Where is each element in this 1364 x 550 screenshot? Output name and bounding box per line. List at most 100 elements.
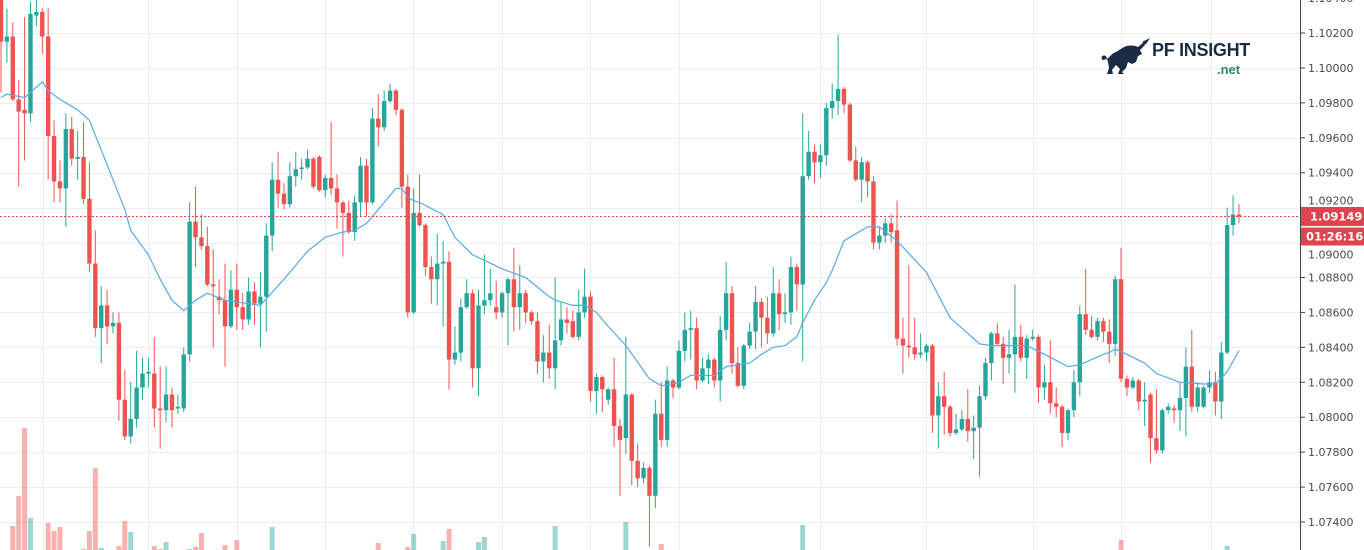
candle[interactable] bbox=[169, 387, 175, 428]
candle[interactable] bbox=[936, 382, 941, 449]
candle[interactable] bbox=[1107, 319, 1112, 364]
candle[interactable] bbox=[570, 310, 576, 339]
candle[interactable] bbox=[605, 387, 611, 405]
candle[interactable] bbox=[576, 289, 581, 341]
candle[interactable] bbox=[1224, 207, 1230, 355]
candle[interactable] bbox=[659, 382, 664, 447]
candle[interactable] bbox=[1042, 364, 1047, 400]
candle[interactable] bbox=[16, 80, 21, 187]
candle[interactable] bbox=[812, 144, 817, 184]
candle[interactable] bbox=[51, 120, 57, 203]
candle[interactable] bbox=[146, 357, 151, 388]
candle[interactable] bbox=[600, 375, 605, 412]
candle[interactable] bbox=[623, 336, 629, 454]
candle[interactable] bbox=[222, 263, 228, 367]
candle[interactable] bbox=[871, 176, 876, 250]
candle[interactable] bbox=[694, 317, 699, 390]
candle[interactable] bbox=[417, 174, 422, 227]
candle[interactable] bbox=[122, 370, 127, 440]
candle[interactable] bbox=[1177, 382, 1183, 432]
candle[interactable] bbox=[865, 160, 870, 198]
candle[interactable] bbox=[387, 83, 393, 103]
candle[interactable] bbox=[1030, 329, 1035, 341]
candle[interactable] bbox=[835, 34, 841, 116]
candle[interactable] bbox=[476, 289, 481, 397]
candle[interactable] bbox=[1112, 275, 1118, 357]
candle[interactable] bbox=[305, 150, 310, 170]
candle[interactable] bbox=[859, 156, 864, 203]
candle[interactable] bbox=[1000, 336, 1006, 385]
candle[interactable] bbox=[670, 378, 676, 398]
candle[interactable] bbox=[747, 322, 752, 350]
candle[interactable] bbox=[1207, 370, 1212, 393]
candle[interactable] bbox=[1183, 347, 1189, 437]
candle[interactable] bbox=[841, 87, 847, 114]
candle[interactable] bbox=[246, 277, 251, 325]
candle[interactable] bbox=[788, 256, 794, 325]
candle[interactable] bbox=[594, 373, 599, 414]
candle[interactable] bbox=[446, 251, 452, 390]
candle[interactable] bbox=[499, 291, 505, 318]
candle[interactable] bbox=[564, 307, 570, 334]
candle[interactable] bbox=[370, 108, 375, 205]
candle[interactable] bbox=[1236, 204, 1242, 224]
candle[interactable] bbox=[63, 113, 69, 227]
candle[interactable] bbox=[753, 286, 758, 350]
candle[interactable] bbox=[1101, 317, 1106, 343]
candle[interactable] bbox=[776, 279, 782, 330]
candle[interactable] bbox=[317, 155, 322, 192]
candle[interactable] bbox=[1054, 387, 1059, 418]
candle[interactable] bbox=[175, 394, 181, 414]
candle[interactable] bbox=[193, 186, 198, 268]
candle[interactable] bbox=[57, 160, 63, 203]
candle[interactable] bbox=[1124, 375, 1130, 397]
candle[interactable] bbox=[717, 315, 723, 402]
candle[interactable] bbox=[1006, 329, 1012, 374]
candle[interactable] bbox=[1012, 284, 1018, 393]
candle[interactable] bbox=[152, 336, 157, 428]
candle[interactable] bbox=[470, 289, 475, 388]
candle[interactable] bbox=[824, 102, 829, 166]
candle[interactable] bbox=[40, 8, 45, 54]
candle[interactable] bbox=[228, 270, 234, 329]
candle[interactable] bbox=[211, 249, 216, 348]
candle[interactable] bbox=[134, 350, 139, 428]
candle[interactable] bbox=[69, 116, 74, 166]
candle[interactable] bbox=[452, 326, 458, 365]
candle[interactable] bbox=[376, 94, 381, 147]
candle[interactable] bbox=[953, 413, 959, 435]
candle[interactable] bbox=[1071, 370, 1077, 418]
candle[interactable] bbox=[653, 399, 658, 509]
candle[interactable] bbox=[959, 410, 965, 432]
candle[interactable] bbox=[924, 343, 929, 362]
candle[interactable] bbox=[983, 357, 988, 400]
candle[interactable] bbox=[116, 312, 122, 421]
candle[interactable] bbox=[989, 331, 994, 381]
candle[interactable] bbox=[110, 312, 116, 334]
candle[interactable] bbox=[258, 272, 263, 348]
candle[interactable] bbox=[894, 200, 900, 346]
candle[interactable] bbox=[140, 357, 145, 400]
candle[interactable] bbox=[912, 317, 917, 360]
candle[interactable] bbox=[1118, 247, 1124, 383]
candle[interactable] bbox=[552, 277, 558, 390]
candle[interactable] bbox=[765, 296, 770, 344]
candle[interactable] bbox=[435, 233, 440, 306]
candle[interactable] bbox=[517, 265, 522, 330]
candle[interactable] bbox=[181, 347, 186, 412]
candle[interactable] bbox=[358, 156, 363, 217]
candle[interactable] bbox=[1160, 408, 1165, 454]
candle[interactable] bbox=[877, 226, 882, 250]
candle[interactable] bbox=[930, 343, 935, 433]
candle[interactable] bbox=[287, 162, 293, 208]
candle[interactable] bbox=[104, 289, 110, 344]
candle[interactable] bbox=[706, 354, 711, 385]
candle[interactable] bbox=[482, 254, 487, 315]
candle[interactable] bbox=[1077, 305, 1082, 397]
candle[interactable] bbox=[588, 291, 593, 402]
candle[interactable] bbox=[423, 223, 428, 276]
candle[interactable] bbox=[794, 263, 800, 311]
candle[interactable] bbox=[888, 214, 894, 243]
candle[interactable] bbox=[34, 0, 39, 27]
candle[interactable] bbox=[611, 357, 617, 447]
